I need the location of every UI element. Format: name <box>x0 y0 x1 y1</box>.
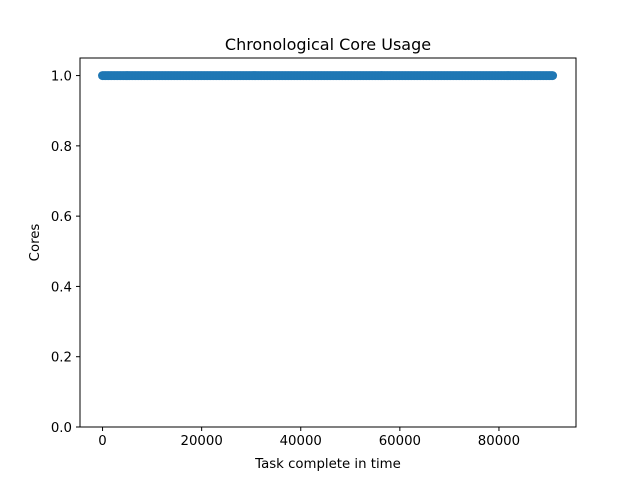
x-tick-label: 20000 <box>180 434 222 449</box>
y-tick-label: 0.4 <box>51 280 72 295</box>
y-tick-label: 1.0 <box>51 70 72 85</box>
x-tick-label: 80000 <box>478 434 520 449</box>
chart-title: Chronological Core Usage <box>225 35 431 54</box>
y-tick-label: 0.6 <box>51 210 72 225</box>
x-axis: 0 20000 40000 60000 80000 <box>98 427 520 449</box>
plot-area <box>98 71 558 81</box>
axes-frame <box>79 57 577 428</box>
x-tick-label: 40000 <box>280 434 322 449</box>
x-axis-label: Task complete in time <box>254 457 401 472</box>
y-axis-label: Cores <box>28 224 43 262</box>
y-tick-label: 0.8 <box>51 140 72 155</box>
x-tick-label: 60000 <box>379 434 421 449</box>
x-tick-label: 0 <box>98 434 106 449</box>
y-tick-label: 0.0 <box>51 421 72 436</box>
y-tick-label: 0.2 <box>51 351 72 366</box>
scatter-point <box>548 71 558 81</box>
y-axis: 0.0 0.2 0.4 0.6 0.8 1.0 <box>51 70 80 436</box>
